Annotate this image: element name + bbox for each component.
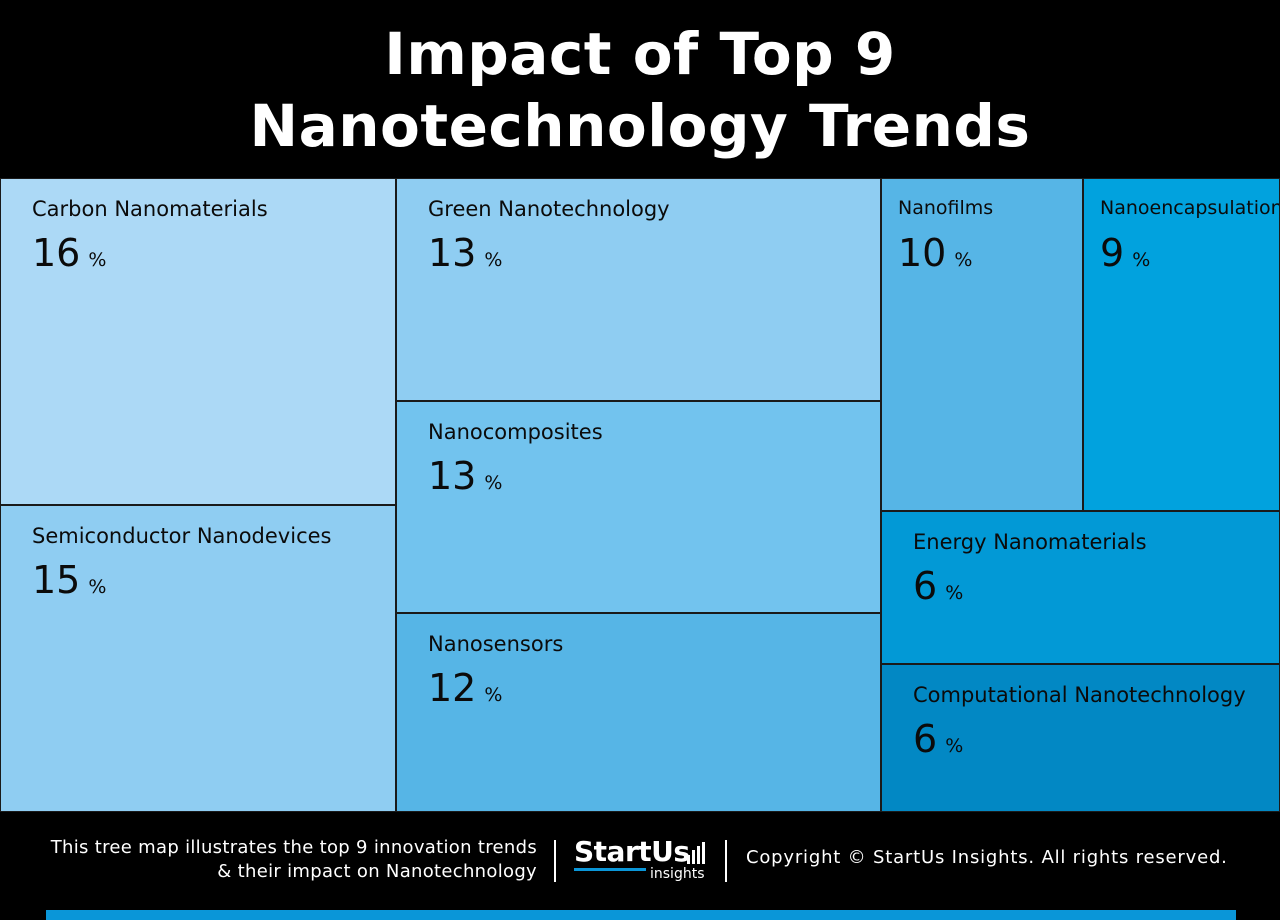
tile-value-number: 9 [1100,231,1125,275]
treemap-tile-computational-nanotechnology: Computational Nanotechnology 6% [881,664,1280,812]
tile-value-unit: % [88,576,107,598]
tile-value: 13% [428,454,502,505]
tile-label: Nanosensors [428,632,564,656]
logo-bars-icon [687,842,707,864]
tile-value-unit: % [88,249,107,271]
tile-value: 12% [428,666,502,717]
tile-value-number: 13 [428,454,477,498]
tile-value: 16% [32,231,106,282]
treemap-tile-green-nanotechnology: Green Nanotechnology 13% [396,178,881,401]
tile-value-number: 12 [428,666,477,710]
tile-value: 13% [428,231,502,282]
tile-value-number: 10 [898,231,947,275]
footer-description-line-1: This tree map illustrates the top 9 inno… [50,837,537,858]
tile-value-unit: % [484,249,503,271]
title-line-1: Impact of Top 9 [384,20,896,88]
tile-value: 10% [898,231,972,282]
treemap-tile-carbon-nanomaterials: Carbon Nanomaterials 16% [0,178,396,505]
tile-value-number: 16 [32,231,81,275]
tile-label: Computational Nanotechnology [913,683,1246,707]
treemap-tile-nanofilms: Nanofilms 10% [881,178,1083,511]
tile-label: Nanofilms [898,197,994,219]
tile-value: 6% [913,564,963,615]
footer-divider-right [725,840,727,882]
treemap-tile-nanoencapsulation: Nanoencapsulation 9% [1083,178,1280,511]
tile-value: 15% [32,558,106,609]
treemap: Carbon Nanomaterials 16% Semiconductor Nan… [0,178,1280,812]
tile-value-unit: % [945,735,964,757]
tile-label: Green Nanotechnology [428,197,670,221]
footer: This tree map illustrates the top 9 inno… [0,812,1280,910]
footer-description-line-2: & their impact on Nanotechnology [217,861,537,882]
tile-value-unit: % [484,684,503,706]
tile-value-number: 13 [428,231,477,275]
tile-label: Energy Nanomaterials [913,530,1147,554]
tile-value: 6% [913,717,963,768]
tile-label: Nanocomposites [428,420,603,444]
tile-value-number: 15 [32,558,81,602]
bottom-accent-bar [46,910,1236,920]
treemap-tile-nanocomposites: Nanocomposites 13% [396,401,881,613]
tile-value-unit: % [1132,249,1151,271]
footer-divider-left [554,840,556,882]
tile-value-number: 6 [913,717,938,761]
logo-subtext: insights [650,866,705,882]
tile-value-unit: % [954,249,973,271]
title-line-2: Nanotechnology Trends [249,92,1031,160]
tile-value-unit: % [945,582,964,604]
treemap-tile-nanosensors: Nanosensors 12% [396,613,881,812]
treemap-tile-energy-nanomaterials: Energy Nanomaterials 6% [881,511,1280,664]
tile-label: Carbon Nanomaterials [32,197,268,221]
logo-wordmark: StartUs [574,835,690,868]
treemap-tile-semiconductor-nanodevices: Semiconductor Nanodevices 15% [0,505,396,812]
footer-description: This tree map illustrates the top 9 inno… [51,836,537,884]
copyright-text: Copyright © StartUs Insights. All rights… [746,847,1228,868]
tile-value: 9% [1100,231,1150,282]
tile-value-unit: % [484,472,503,494]
tile-value-number: 6 [913,564,938,608]
logo-underline [574,868,646,871]
startus-logo: StartUs insights [574,835,705,882]
tile-label: Nanoencapsulation [1100,197,1280,219]
tile-label: Semiconductor Nanodevices [32,524,332,548]
chart-title: Impact of Top 9 Nanotechnology Trends [0,18,1280,162]
